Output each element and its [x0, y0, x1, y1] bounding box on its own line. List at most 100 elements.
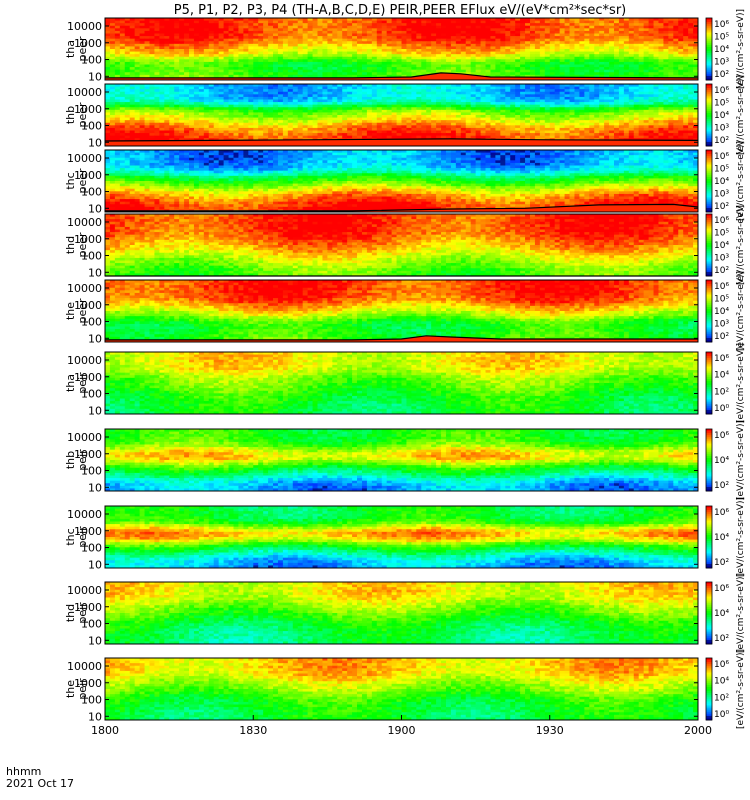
- colorbar-tick-label: 10⁶: [714, 152, 729, 162]
- colorbar-tick-label: 10²: [714, 634, 729, 644]
- colorbar: 10⁶ 10⁴ 10² [eV/(cm²-s-sr-eV)]: [705, 420, 746, 500]
- y-tick-label: 100: [81, 120, 102, 133]
- y-tick-label: 1000: [74, 677, 102, 690]
- colorbar-tick-label: 10⁴: [714, 111, 729, 121]
- colorbar-title: [eV/(cm²-s-sr-eV)]: [736, 649, 746, 729]
- colorbar-tick-label: 10⁴: [714, 677, 729, 687]
- colorbar-tick-label: 10³: [714, 190, 729, 200]
- y-tick-label: 10000: [67, 584, 102, 597]
- panel-frame: [104, 279, 699, 343]
- y-tick-label: 1000: [74, 525, 102, 538]
- panel-thd-peer: 10 100 1000 10000 thdpeer 10⁶ 10⁵ 10⁴ 10³ 10² [eV/…: [64, 205, 746, 285]
- overlay-line: [105, 203, 699, 212]
- colorbar-tick-label: 10²: [714, 202, 729, 212]
- y-tick-label: 10: [88, 332, 102, 345]
- overlay-fill: [105, 204, 698, 212]
- x-tick-label: 1900: [388, 724, 416, 737]
- spectrogram-cells: [105, 506, 698, 568]
- panel-tha-peir: 10 100 1000 10000 thapeir 10⁶ 10⁴ 10² 10⁰ [eV/(cm…: [64, 343, 746, 423]
- colorbar-tick-label: 10⁵: [714, 99, 729, 109]
- x-tick-label: 2000: [684, 724, 712, 737]
- y-tick-label: 10000: [67, 431, 102, 444]
- colorbar-tick-label: 10⁶: [714, 282, 729, 292]
- colorbar-tick-label: 10⁶: [714, 20, 729, 30]
- colorbar: 10⁶ 10⁴ 10² [eV/(cm²-s-sr-eV)]: [705, 573, 746, 653]
- y-tick-label: 100: [81, 186, 102, 199]
- colorbar-frame: [705, 213, 713, 277]
- panel-ylabel: thdpeir: [64, 602, 89, 624]
- colorbar-frame: [705, 505, 713, 569]
- panel-ylabel: thdpeer: [64, 232, 89, 258]
- colorbar-tick-label: 10⁶: [714, 86, 729, 96]
- y-tick-label: 100: [81, 618, 102, 631]
- colorbar-tick-label: 10²: [714, 693, 729, 703]
- y-tick-label: 10: [88, 481, 102, 494]
- colorbar-tick-label: 10²: [714, 70, 729, 80]
- colorbar-title: [eV/(cm²-s-sr-eV)]: [736, 343, 746, 423]
- spectrogram-cells: [105, 429, 698, 491]
- date-label: 2021 Oct 17: [6, 777, 74, 790]
- overlay-line: [104, 138, 699, 142]
- y-tick-label: 10000: [67, 20, 102, 33]
- time-axis-label: hhmm: [6, 765, 41, 778]
- colorbar-tick-label: 10³: [714, 58, 729, 68]
- panel-thd-peir: 10 100 1000 10000 thdpeir 10⁶ 10⁴ 10² [eV/(cm²-s…: [64, 573, 746, 653]
- y-tick-label: 100: [81, 694, 102, 707]
- y-tick-label: 100: [81, 54, 102, 67]
- panel-frame: [104, 428, 699, 492]
- panel-ylabel: thbpeir: [64, 449, 89, 471]
- colorbar-frame: [705, 149, 713, 213]
- colorbar-tick-label: 10⁵: [714, 229, 729, 239]
- spectrogram-cells: [105, 658, 698, 720]
- panel-ylabel: thepeir: [64, 678, 89, 700]
- x-tick-label: 1830: [239, 724, 267, 737]
- colorbar-tick-label: 10³: [714, 320, 729, 330]
- colorbar-frame: [705, 17, 713, 81]
- y-tick-label: 1000: [74, 371, 102, 384]
- y-tick-label: 1000: [74, 601, 102, 614]
- colorbar-tick-label: 10⁶: [714, 584, 729, 594]
- spectrogram-cells: [105, 84, 698, 146]
- y-tick-label: 10000: [67, 86, 102, 99]
- colorbar: 10⁶ 10⁵ 10⁴ 10³ 10² [eV/(cm²-s-sr-eV)]: [705, 9, 746, 89]
- colorbar-tick-label: 10³: [714, 254, 729, 264]
- y-tick-label: 10: [88, 136, 102, 149]
- colorbar-tick-label: 10²: [714, 266, 729, 276]
- colorbar-tick-label: 10⁰: [714, 404, 729, 414]
- panel-frame: [104, 83, 699, 147]
- spectrogram-cells: [105, 214, 698, 276]
- panel-thc-peir: 10 100 1000 10000 thcpeir 10⁶ 10⁴ 10² [eV/(cm²-s…: [64, 497, 746, 577]
- colorbar-frame: [705, 657, 713, 721]
- colorbar-tick-label: 10⁰: [714, 710, 729, 720]
- colorbar-tick-label: 10⁶: [714, 354, 729, 364]
- colorbar-frame: [705, 428, 713, 492]
- colorbar-tick-label: 10⁶: [714, 508, 729, 518]
- panel-frame: [104, 505, 699, 569]
- panel-frame: [104, 213, 699, 277]
- time-axis: 1800 1830 1900 1930 2000: [91, 715, 712, 737]
- y-tick-label: 10000: [67, 216, 102, 229]
- colorbar-tick-label: 10⁴: [714, 241, 729, 251]
- panel-frame: [104, 149, 699, 213]
- y-tick-label: 10: [88, 202, 102, 215]
- colorbar-tick-label: 10⁴: [714, 609, 729, 619]
- panel-frame: [104, 17, 699, 81]
- colorbar-tick-label: 10⁵: [714, 165, 729, 175]
- colorbar-tick-label: 10⁴: [714, 533, 729, 543]
- panel-ylabel: thepeer: [64, 298, 89, 324]
- panel-the-peir: 10 100 1000 10000 thepeir 10⁶ 10⁴ 10² 10⁰ [eV/(cm…: [64, 649, 746, 729]
- colorbar: 10⁶ 10⁴ 10² [eV/(cm²-s-sr-eV)]: [705, 497, 746, 577]
- y-tick-label: 10: [88, 266, 102, 279]
- y-tick-label: 1000: [74, 103, 102, 116]
- spectrogram-cells: [105, 582, 698, 644]
- colorbar-title: [eV/(cm²-s-sr-eV)]: [736, 9, 746, 89]
- y-tick-label: 10: [88, 404, 102, 417]
- colorbar-tick-label: 10²: [714, 558, 729, 568]
- panel-thc-peer: 10 100 1000 10000 thcpeer 10⁶ 10⁵ 10⁴ 10³ 10² [eV/…: [64, 141, 746, 221]
- colorbar-tick-label: 10²: [714, 136, 729, 146]
- y-tick-label: 10: [88, 558, 102, 571]
- y-tick-label: 1000: [74, 233, 102, 246]
- panel-ylabel: thapeer: [64, 36, 89, 62]
- panel-ylabel: thapeir: [64, 372, 89, 394]
- panel-ylabel: thbpeer: [64, 102, 89, 128]
